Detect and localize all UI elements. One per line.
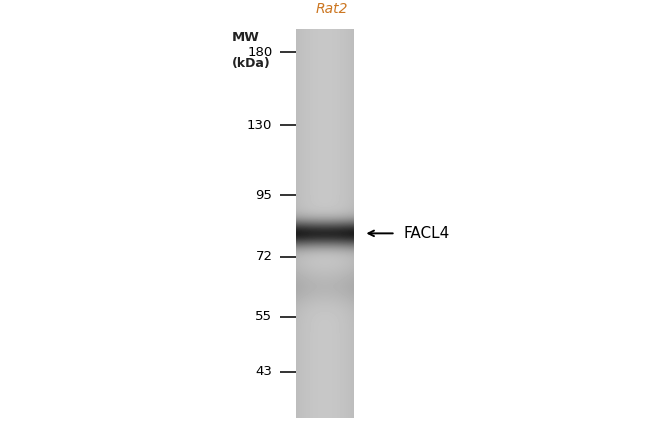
Text: 43: 43 [255, 365, 272, 379]
Text: 95: 95 [255, 189, 272, 202]
Text: 55: 55 [255, 311, 272, 324]
Text: (kDa): (kDa) [232, 57, 270, 70]
Text: MW: MW [232, 32, 260, 44]
Text: Rat2: Rat2 [315, 2, 348, 16]
Text: 72: 72 [255, 250, 272, 263]
Text: 130: 130 [247, 119, 272, 132]
Text: 180: 180 [247, 46, 272, 59]
Text: FACL4: FACL4 [403, 226, 450, 241]
